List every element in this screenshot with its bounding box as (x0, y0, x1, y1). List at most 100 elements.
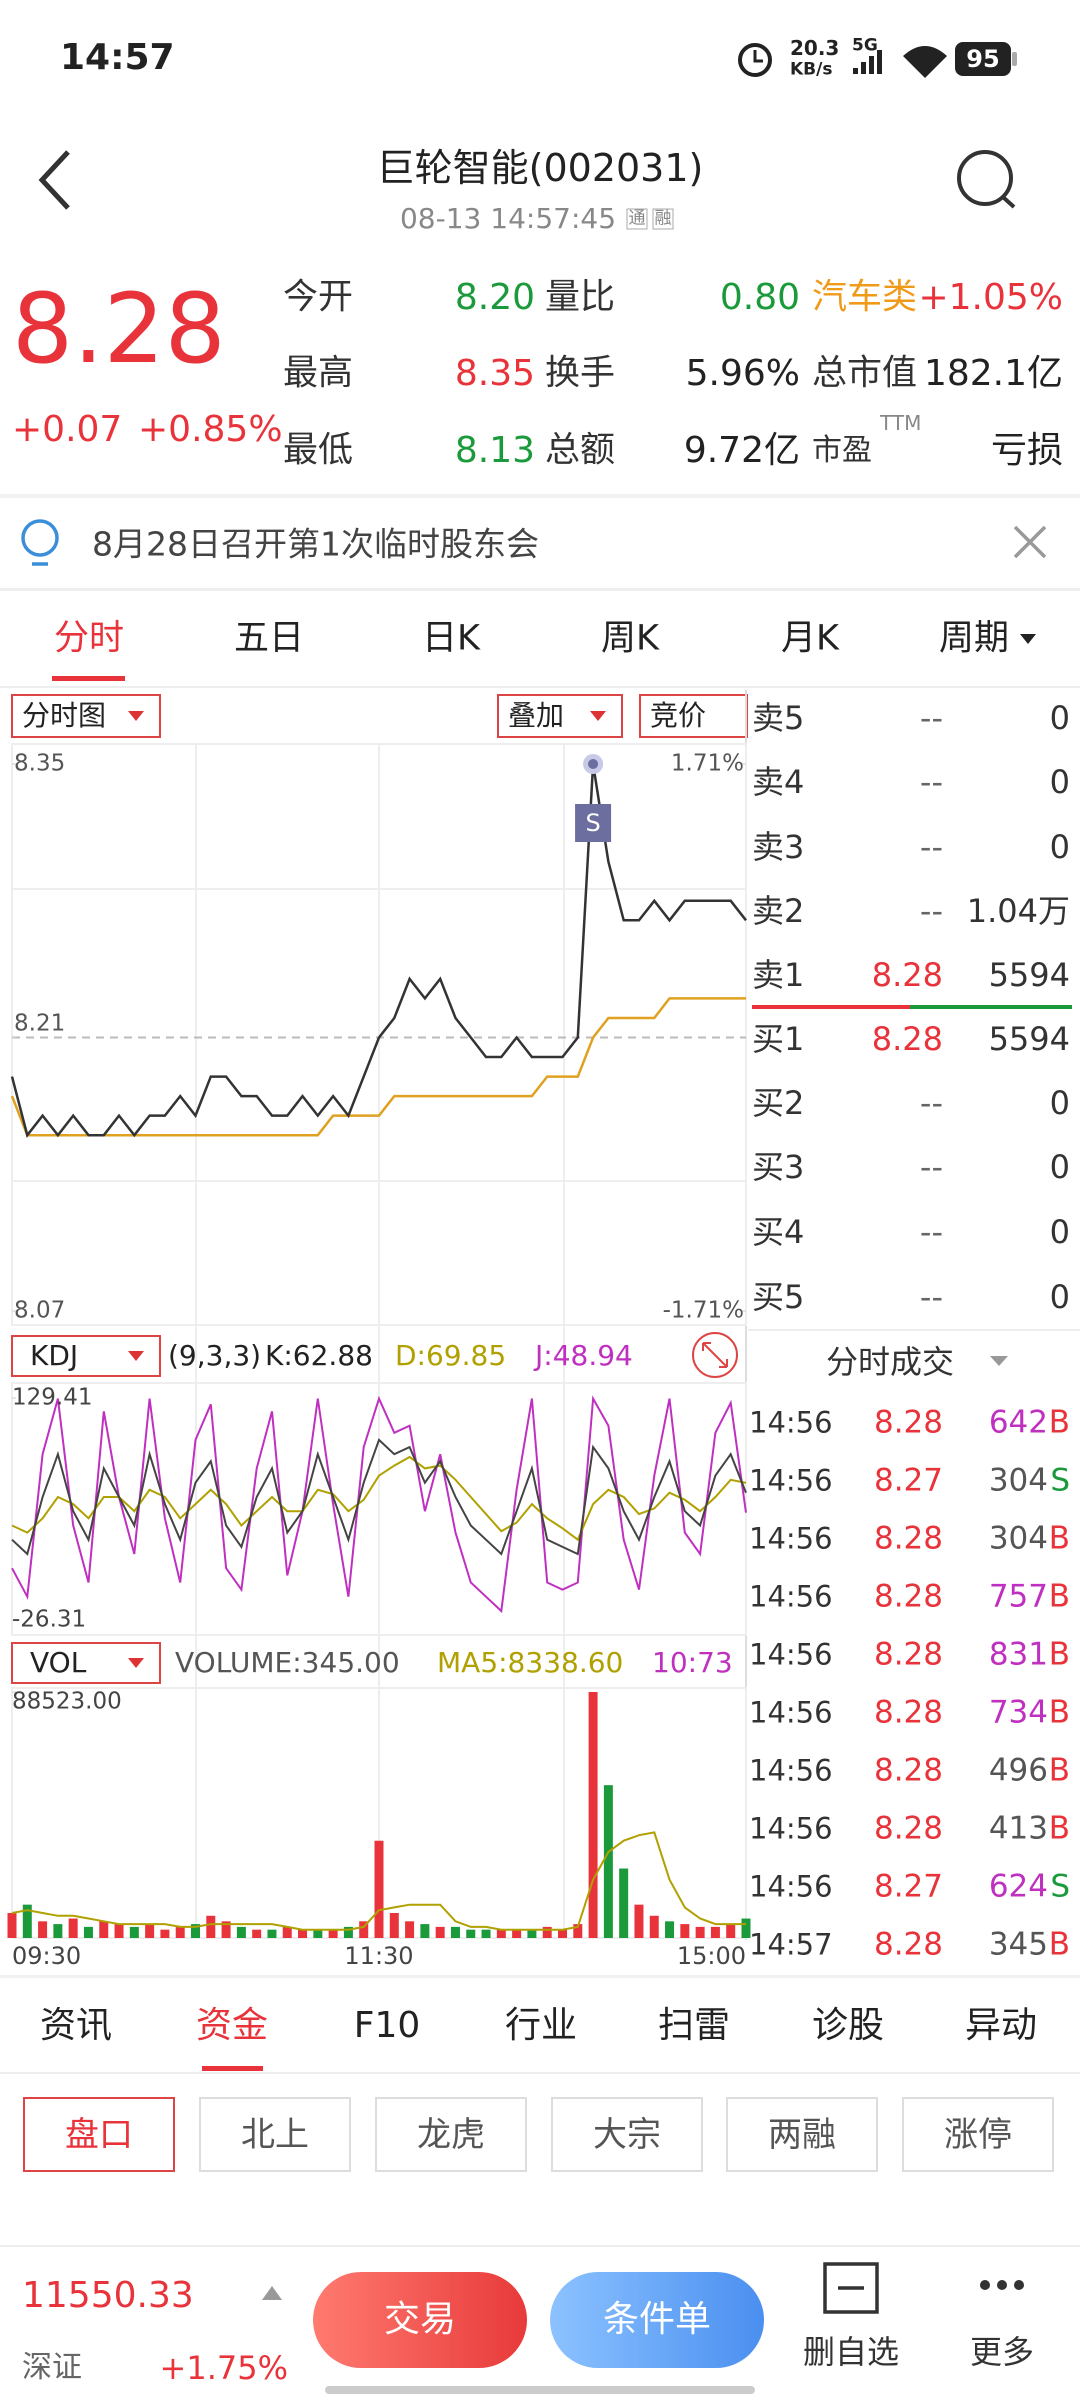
trade-price: 8.28 (873, 1926, 943, 1963)
auction: 竞价 (650, 699, 707, 732)
kdj-k-line (11, 1438, 747, 1556)
volume-bar (129, 1926, 139, 1938)
field-label: 总额 (545, 430, 616, 471)
volume-bar (298, 1929, 308, 1938)
order-level: 买1 (752, 1020, 805, 1058)
notice-text[interactable]: 8月28日召开第1次临时股东会 (92, 524, 539, 564)
auction-box[interactable] (639, 694, 748, 738)
signal-bar (869, 56, 874, 74)
remove-icon[interactable] (823, 2262, 879, 2314)
trade-price: 8.28 (873, 1694, 943, 1731)
stock-title: 巨轮智能(002031) (376, 146, 704, 190)
y-tick-label: 88523.00 (12, 1688, 122, 1715)
volume-bar (512, 1929, 522, 1938)
notice-close[interactable] (1013, 525, 1047, 559)
alarm-hands (753, 50, 763, 63)
trade-button[interactable] (313, 2272, 527, 2368)
trade-price: 8.28 (873, 1520, 943, 1557)
order-level: 卖5 (752, 699, 805, 737)
info-tab[interactable]: 资金 (195, 2005, 269, 2046)
condition-button-label: 条件单 (602, 2299, 712, 2340)
dropdown-arrow (128, 1658, 144, 1668)
vol-ma5-line (11, 1831, 746, 1931)
sub-tab: 两融 (768, 2115, 836, 2155)
sub-tab-box[interactable] (726, 2097, 878, 2172)
field-label: 市盈 (812, 433, 872, 468)
order-price: -- (919, 828, 943, 866)
trade-volume: 831 (988, 1636, 1048, 1673)
period-tab[interactable]: 日K (422, 618, 480, 659)
period-tab[interactable]: 分时 (53, 618, 125, 659)
sub-tab-box[interactable] (551, 2097, 703, 2172)
time-label: 15:00 (676, 1942, 746, 1970)
price-change-pct: +0.85% (138, 409, 283, 450)
trade-side: S (1050, 1462, 1070, 1499)
volume-bar (665, 1921, 675, 1938)
volume-bar (206, 1915, 216, 1938)
sub-tab-box[interactable] (199, 2097, 351, 2172)
trades-title[interactable]: 分时成交 (825, 1343, 955, 1381)
more-label[interactable]: 更多 (969, 2333, 1035, 2371)
period-tab[interactable]: 周期 (938, 618, 1010, 659)
trade-time: 14:56 (749, 1579, 833, 1614)
volume-bar (680, 1924, 690, 1938)
peak-dot (588, 759, 599, 769)
sub-tab-box[interactable] (23, 2097, 175, 2172)
back-button[interactable] (38, 150, 70, 210)
field-value: 0.80 (719, 277, 800, 318)
order-price: -- (919, 763, 943, 801)
y-tick-label: 8.07 (14, 1297, 66, 1324)
trade-side: S (1050, 1868, 1070, 1905)
trade-side: B (1048, 1404, 1070, 1441)
trade-time: 14:56 (749, 1405, 833, 1440)
expand-button[interactable] (692, 1332, 738, 1378)
field-label-sup: TTM (880, 411, 922, 435)
field-label: 今开 (283, 277, 354, 318)
dropdown-arrow (990, 1356, 1008, 1366)
period-tab[interactable]: 月K (781, 618, 839, 659)
vol-ma5: MA5:8338.60 (437, 1646, 624, 1679)
trade-time: 14:56 (749, 1811, 833, 1846)
info-tab[interactable]: 异动 (964, 2005, 1038, 2046)
order-volume: 0 (1049, 1148, 1070, 1186)
info-tab[interactable]: 扫雷 (657, 2005, 731, 2046)
trade-price: 8.28 (873, 1810, 943, 1847)
price-change: +0.07 (12, 409, 123, 450)
volume-bar (175, 1926, 185, 1938)
search-button[interactable] (957, 150, 1013, 206)
sub-tab-box[interactable] (902, 2097, 1054, 2172)
period-tab[interactable]: 五日 (233, 618, 305, 659)
volume-bar (99, 1921, 109, 1938)
order-price: 8.28 (871, 1020, 943, 1058)
more-dot (1014, 2280, 1024, 2290)
order-level: 买2 (752, 1084, 805, 1122)
info-tab[interactable]: 诊股 (811, 2005, 885, 2046)
price-line (10, 763, 747, 1138)
volume-bar (726, 1924, 736, 1938)
field-label: 最高 (283, 353, 354, 394)
last-price: 8.28 (12, 273, 226, 385)
field-value: 8.35 (454, 353, 535, 394)
sub-tab-box[interactable] (375, 2097, 527, 2172)
dropdown-arrow (1020, 634, 1036, 644)
info-tab[interactable]: 资讯 (39, 2005, 113, 2046)
order-level: 买5 (752, 1278, 805, 1316)
volume-bar (282, 1926, 292, 1938)
info-tab[interactable]: F10 (353, 2005, 421, 2046)
info-tab[interactable]: 行业 (504, 2005, 578, 2046)
chart-area (11, 743, 747, 1326)
network-type: 5G (852, 35, 878, 56)
trade-side: B (1048, 1926, 1070, 1963)
remove-label[interactable]: 删自选 (802, 2333, 900, 2371)
volume-bar (328, 1929, 338, 1938)
volume-bar (741, 1918, 751, 1938)
volume-bar (191, 1924, 200, 1938)
more-dot (997, 2280, 1007, 2290)
y-tick-label: 8.21 (14, 1010, 66, 1036)
period-tab[interactable]: 周K (601, 618, 659, 659)
divider (0, 686, 1080, 688)
field-value: 亏损 (990, 430, 1063, 471)
condition-button[interactable] (550, 2272, 764, 2368)
order-level: 买3 (752, 1148, 805, 1186)
volume-bar (634, 1904, 644, 1938)
